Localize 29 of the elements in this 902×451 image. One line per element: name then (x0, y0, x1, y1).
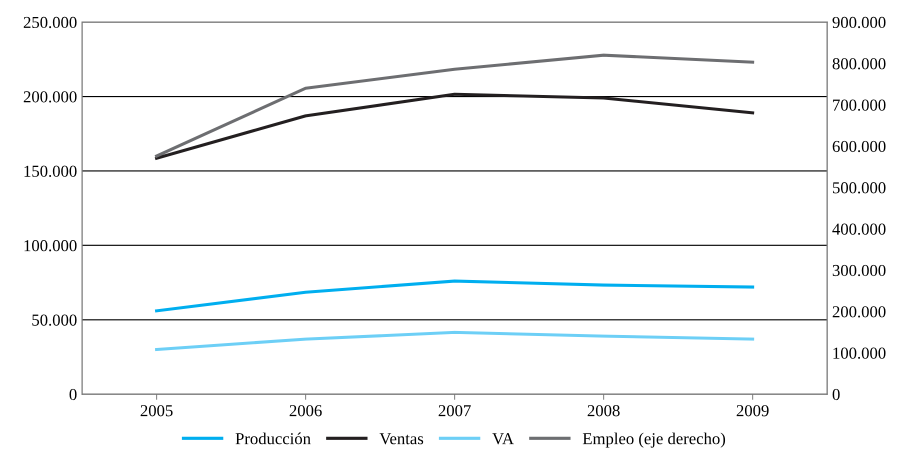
y2-tick-label: 0 (832, 388, 840, 400)
y2-tick-label: 300.000 (832, 264, 886, 276)
y2-tick-label: 800.000 (832, 58, 886, 70)
y2-tick-label: 100.000 (833, 348, 886, 359)
y-tick-label: 150.000 (24, 166, 77, 177)
line-series (155, 330, 754, 352)
y-tick-label: 250.000 (24, 16, 77, 28)
y-tick-label: 200.000 (24, 91, 77, 103)
x-tick-label: 2008 (588, 405, 620, 416)
y-tick-label: 50.000 (32, 314, 77, 326)
x-tick-label: 2006 (290, 405, 322, 416)
line-series (155, 54, 754, 158)
y2-tick-label: 200.000 (832, 306, 886, 318)
y-tick-label: 100.000 (24, 240, 77, 252)
y2-tick-label: 900.000 (832, 16, 886, 28)
line-series (155, 92, 754, 160)
x-tick-label: 2005 (140, 405, 173, 416)
x-tick-label: 2009 (736, 405, 769, 416)
legend-label: Empleo (eje derecho) (582, 432, 726, 448)
y2-tick-label: 700.000 (833, 99, 886, 111)
y2-tick-label: 400.000 (832, 224, 886, 235)
y2-tick-label: 600.000 (832, 140, 886, 152)
legend-label: Producción (236, 432, 311, 444)
y-tick-label: 0 (70, 388, 77, 400)
y2-tick-label: 500.000 (832, 182, 886, 194)
legend-label: Ventas (380, 433, 424, 444)
x-tick-label: 2007 (438, 405, 471, 416)
legend-label: VA (492, 433, 514, 444)
line-series (155, 280, 754, 312)
